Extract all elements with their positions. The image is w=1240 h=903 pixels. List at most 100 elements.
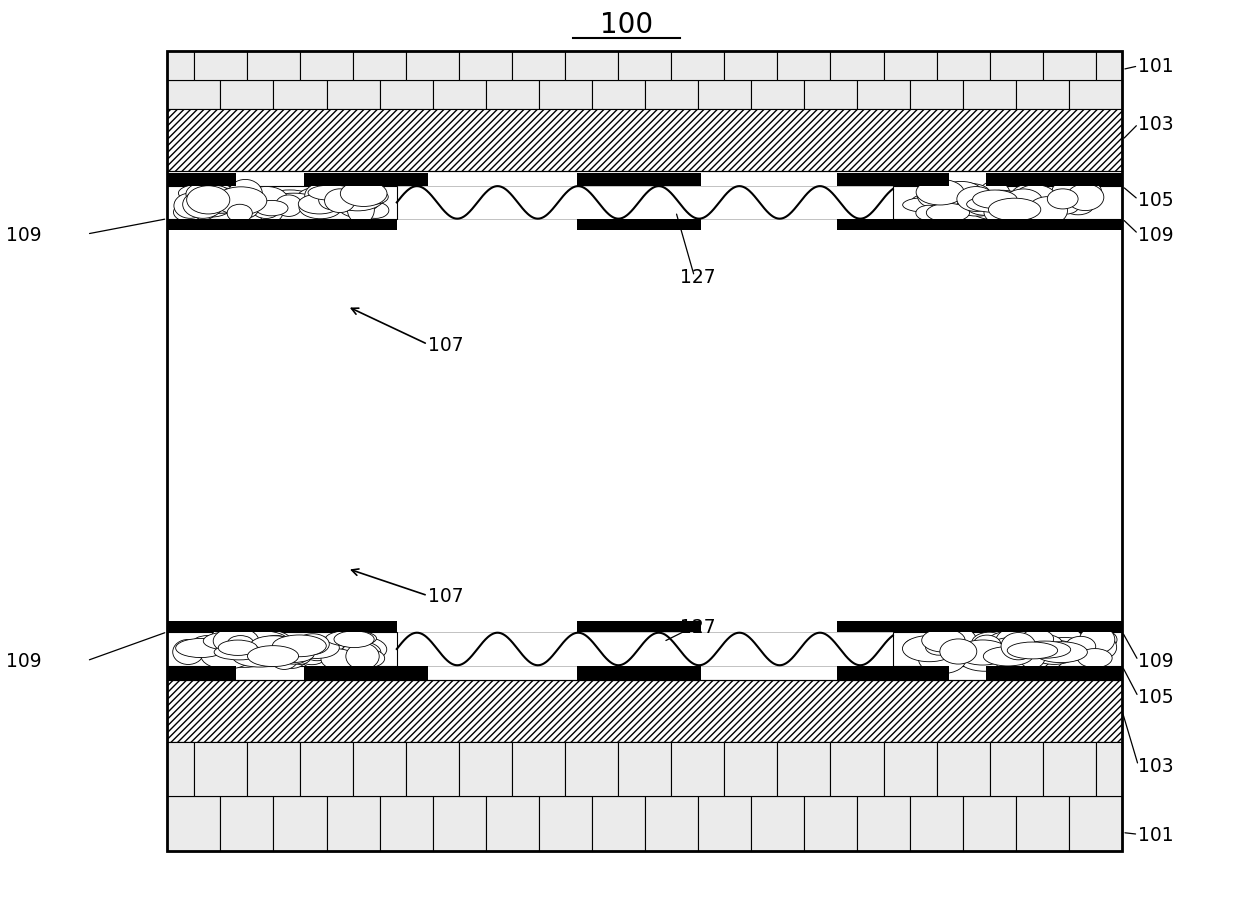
Text: 109: 109 xyxy=(1138,651,1174,671)
Ellipse shape xyxy=(229,194,255,222)
Bar xyxy=(671,742,724,796)
Ellipse shape xyxy=(253,204,279,219)
Ellipse shape xyxy=(242,632,273,658)
Ellipse shape xyxy=(971,195,1013,215)
Ellipse shape xyxy=(965,194,1004,216)
Ellipse shape xyxy=(921,629,965,652)
Ellipse shape xyxy=(972,632,1007,654)
Ellipse shape xyxy=(1022,629,1054,648)
Ellipse shape xyxy=(959,647,1012,672)
Ellipse shape xyxy=(998,638,1035,666)
Bar xyxy=(837,621,949,632)
Bar xyxy=(538,81,591,110)
Ellipse shape xyxy=(1019,641,1070,658)
Ellipse shape xyxy=(997,192,1029,209)
Ellipse shape xyxy=(179,185,221,202)
Ellipse shape xyxy=(934,649,968,665)
Bar xyxy=(577,666,701,680)
Text: 109: 109 xyxy=(1138,225,1174,245)
Bar xyxy=(910,796,963,851)
Ellipse shape xyxy=(925,639,954,656)
Ellipse shape xyxy=(957,200,990,228)
Bar xyxy=(433,796,486,851)
Ellipse shape xyxy=(985,200,1030,227)
Bar xyxy=(893,219,1122,230)
Bar xyxy=(167,52,193,81)
Ellipse shape xyxy=(940,639,977,665)
Ellipse shape xyxy=(227,636,254,651)
Bar xyxy=(486,81,538,110)
Bar xyxy=(167,219,397,230)
Bar xyxy=(619,52,671,81)
Ellipse shape xyxy=(244,187,288,214)
Text: 105: 105 xyxy=(1138,191,1174,210)
Ellipse shape xyxy=(211,625,257,652)
Ellipse shape xyxy=(987,638,1038,661)
Ellipse shape xyxy=(182,191,223,219)
Ellipse shape xyxy=(326,631,377,647)
Ellipse shape xyxy=(275,196,303,218)
Bar xyxy=(167,173,236,187)
Ellipse shape xyxy=(174,194,206,219)
Text: 103: 103 xyxy=(1138,756,1174,776)
Ellipse shape xyxy=(248,646,299,666)
Bar xyxy=(857,796,910,851)
Ellipse shape xyxy=(1080,626,1115,654)
Ellipse shape xyxy=(337,191,378,219)
Bar xyxy=(167,796,221,851)
Bar xyxy=(1069,796,1122,851)
Ellipse shape xyxy=(321,186,363,202)
Ellipse shape xyxy=(186,205,216,221)
Bar xyxy=(724,52,777,81)
Bar xyxy=(577,621,701,632)
Ellipse shape xyxy=(299,195,340,215)
Bar xyxy=(837,666,949,680)
Bar xyxy=(167,621,397,632)
Ellipse shape xyxy=(1052,178,1101,207)
Ellipse shape xyxy=(174,204,202,222)
Ellipse shape xyxy=(1044,627,1083,653)
Ellipse shape xyxy=(919,645,966,674)
Ellipse shape xyxy=(325,190,355,213)
Bar xyxy=(751,81,804,110)
Bar xyxy=(167,52,1122,851)
Ellipse shape xyxy=(1048,190,1078,209)
Bar xyxy=(1096,52,1122,81)
Ellipse shape xyxy=(930,198,967,219)
Ellipse shape xyxy=(250,636,298,655)
Ellipse shape xyxy=(928,633,955,660)
Bar xyxy=(893,621,1122,632)
Bar xyxy=(698,796,751,851)
Ellipse shape xyxy=(248,202,283,225)
Ellipse shape xyxy=(269,194,319,212)
Bar xyxy=(1043,742,1096,796)
Ellipse shape xyxy=(1004,645,1052,671)
Bar xyxy=(1096,742,1122,796)
Ellipse shape xyxy=(273,647,314,663)
Ellipse shape xyxy=(215,645,264,660)
Ellipse shape xyxy=(198,188,248,210)
Bar xyxy=(193,742,247,796)
Ellipse shape xyxy=(935,194,971,218)
Ellipse shape xyxy=(904,639,929,655)
Bar xyxy=(883,52,936,81)
Bar xyxy=(777,742,831,796)
Ellipse shape xyxy=(268,638,314,656)
Bar xyxy=(619,742,671,796)
Ellipse shape xyxy=(987,202,1025,224)
Ellipse shape xyxy=(972,636,1001,656)
Bar xyxy=(274,796,326,851)
Ellipse shape xyxy=(227,205,252,223)
Ellipse shape xyxy=(270,648,298,670)
Ellipse shape xyxy=(1019,647,1045,668)
Ellipse shape xyxy=(346,643,379,670)
Bar xyxy=(353,52,407,81)
Ellipse shape xyxy=(903,198,951,213)
Ellipse shape xyxy=(203,632,252,650)
Bar xyxy=(167,52,1122,110)
Ellipse shape xyxy=(300,642,347,671)
Ellipse shape xyxy=(187,187,229,215)
Bar xyxy=(591,796,645,851)
Ellipse shape xyxy=(1034,642,1087,663)
Bar xyxy=(724,742,777,796)
